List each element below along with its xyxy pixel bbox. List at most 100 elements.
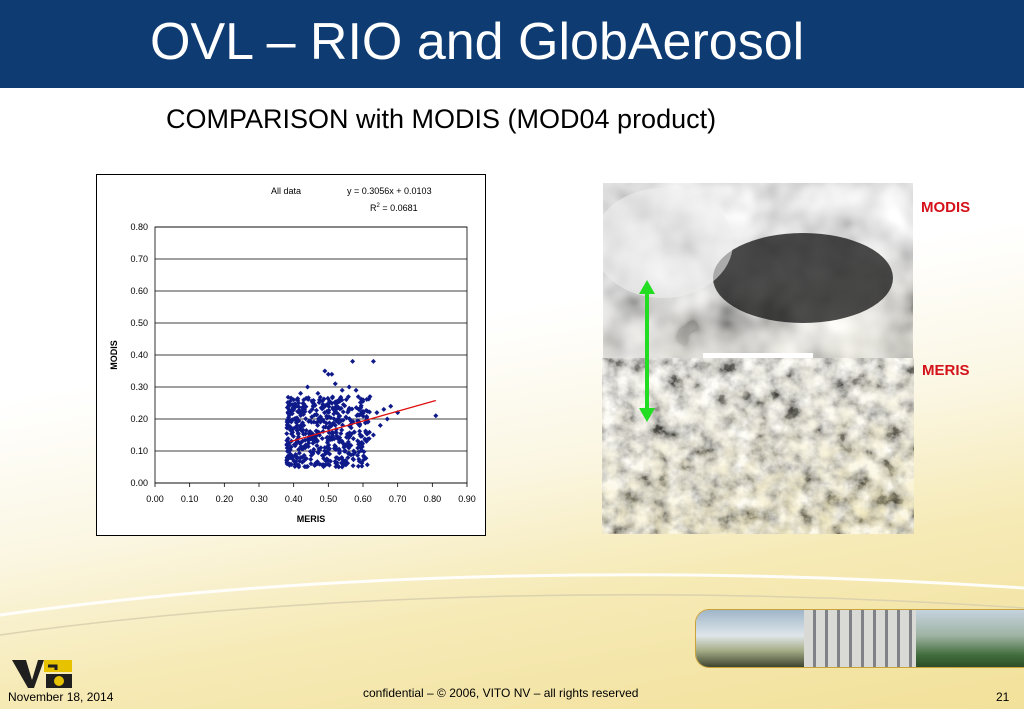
data-point [295,427,301,433]
data-point [304,437,310,443]
data-point [314,443,320,449]
data-point [296,464,302,470]
chart-title: All data [271,186,301,196]
data-point [340,402,346,408]
data-point [345,443,351,449]
data-point [332,399,338,405]
data-point [309,419,315,425]
data-point [305,384,311,390]
data-point [326,409,332,415]
data-point [388,403,394,409]
data-point [352,450,358,456]
data-point [360,413,366,419]
x-tick-label: 0.10 [181,494,199,504]
title-bar: OVL – RIO and GlobAerosol [0,0,1024,88]
data-point [295,397,301,403]
data-point [303,395,309,401]
data-point [329,400,335,406]
data-point [300,411,306,417]
data-point [317,419,323,425]
data-point [334,433,340,439]
data-point [339,454,345,460]
data-point [345,433,351,439]
data-point [296,404,302,410]
data-point [305,396,311,402]
data-point [358,396,364,402]
footer-date: November 18, 2014 [8,690,114,704]
data-point [319,462,325,468]
data-point [374,410,380,416]
data-point [360,457,366,463]
data-point [293,459,299,465]
data-point [311,446,317,452]
data-point [366,429,372,435]
data-point [328,423,334,429]
meris-satellite-image [602,358,914,534]
data-point [298,390,304,396]
data-point [307,409,313,415]
data-point [348,431,354,437]
data-point [322,462,328,468]
data-point [303,427,309,433]
data-point [363,428,369,434]
data-point [354,413,360,419]
data-point [285,404,291,410]
y-tick-label: 0.30 [130,382,148,392]
data-point [284,448,290,454]
data-point [355,452,361,458]
data-point [310,451,316,457]
data-point [324,415,330,421]
data-point [355,445,361,451]
data-point [287,444,293,450]
data-point [307,448,313,454]
modis-image-label: MODIS [921,199,971,216]
data-point [356,441,362,447]
data-point [337,398,343,404]
data-point [285,410,291,416]
data-point [338,438,344,444]
y-tick-label: 0.60 [130,286,148,296]
data-point [293,404,299,410]
data-point [329,371,335,377]
data-point [325,434,331,440]
x-tick-label: 0.70 [389,494,407,504]
data-point [314,459,320,465]
data-point [340,409,346,415]
data-point [433,413,439,419]
data-point [338,430,344,436]
modis-satellite-image [603,183,913,358]
data-point [358,433,364,439]
plot-area: 0.00 0.10 0.20 0.30 0.40 0.50 0.60 0.70 0.80 0.00… [130,222,475,504]
data-point [303,404,309,410]
data-point [338,405,344,411]
x-tick-label: 0.80 [424,494,442,504]
data-point [355,463,361,469]
y-axis-label: MODIS [109,340,119,370]
data-point [306,440,312,446]
r-squared-value: = 0.0681 [380,203,418,213]
decorative-swoosh [0,573,1024,636]
data-point [318,405,324,411]
data-point [319,436,325,442]
data-point [359,463,365,469]
data-point [287,402,293,408]
data-point [381,406,387,412]
r-squared-label: R2 = 0.0681 [370,203,418,213]
plot-border [154,226,468,484]
data-point [339,427,345,433]
data-point [299,405,305,411]
data-point [324,456,330,462]
data-point [350,436,356,442]
data-point [361,449,367,455]
y-tick-label: 0.70 [130,254,148,264]
data-point [346,445,352,451]
data-point [289,426,295,432]
data-point [293,452,299,458]
data-point [290,433,296,439]
scatter-chart-frame: All data y = 0.3056x + 0.0103 R2 = 0.068… [96,174,486,536]
scatter-chart: All data y = 0.3056x + 0.0103 R2 = 0.068… [109,186,476,524]
y-tick-label: 0.00 [130,478,148,488]
slide-title: OVL – RIO and GlobAerosol [150,13,805,71]
data-point [364,396,370,402]
data-point [320,401,326,407]
